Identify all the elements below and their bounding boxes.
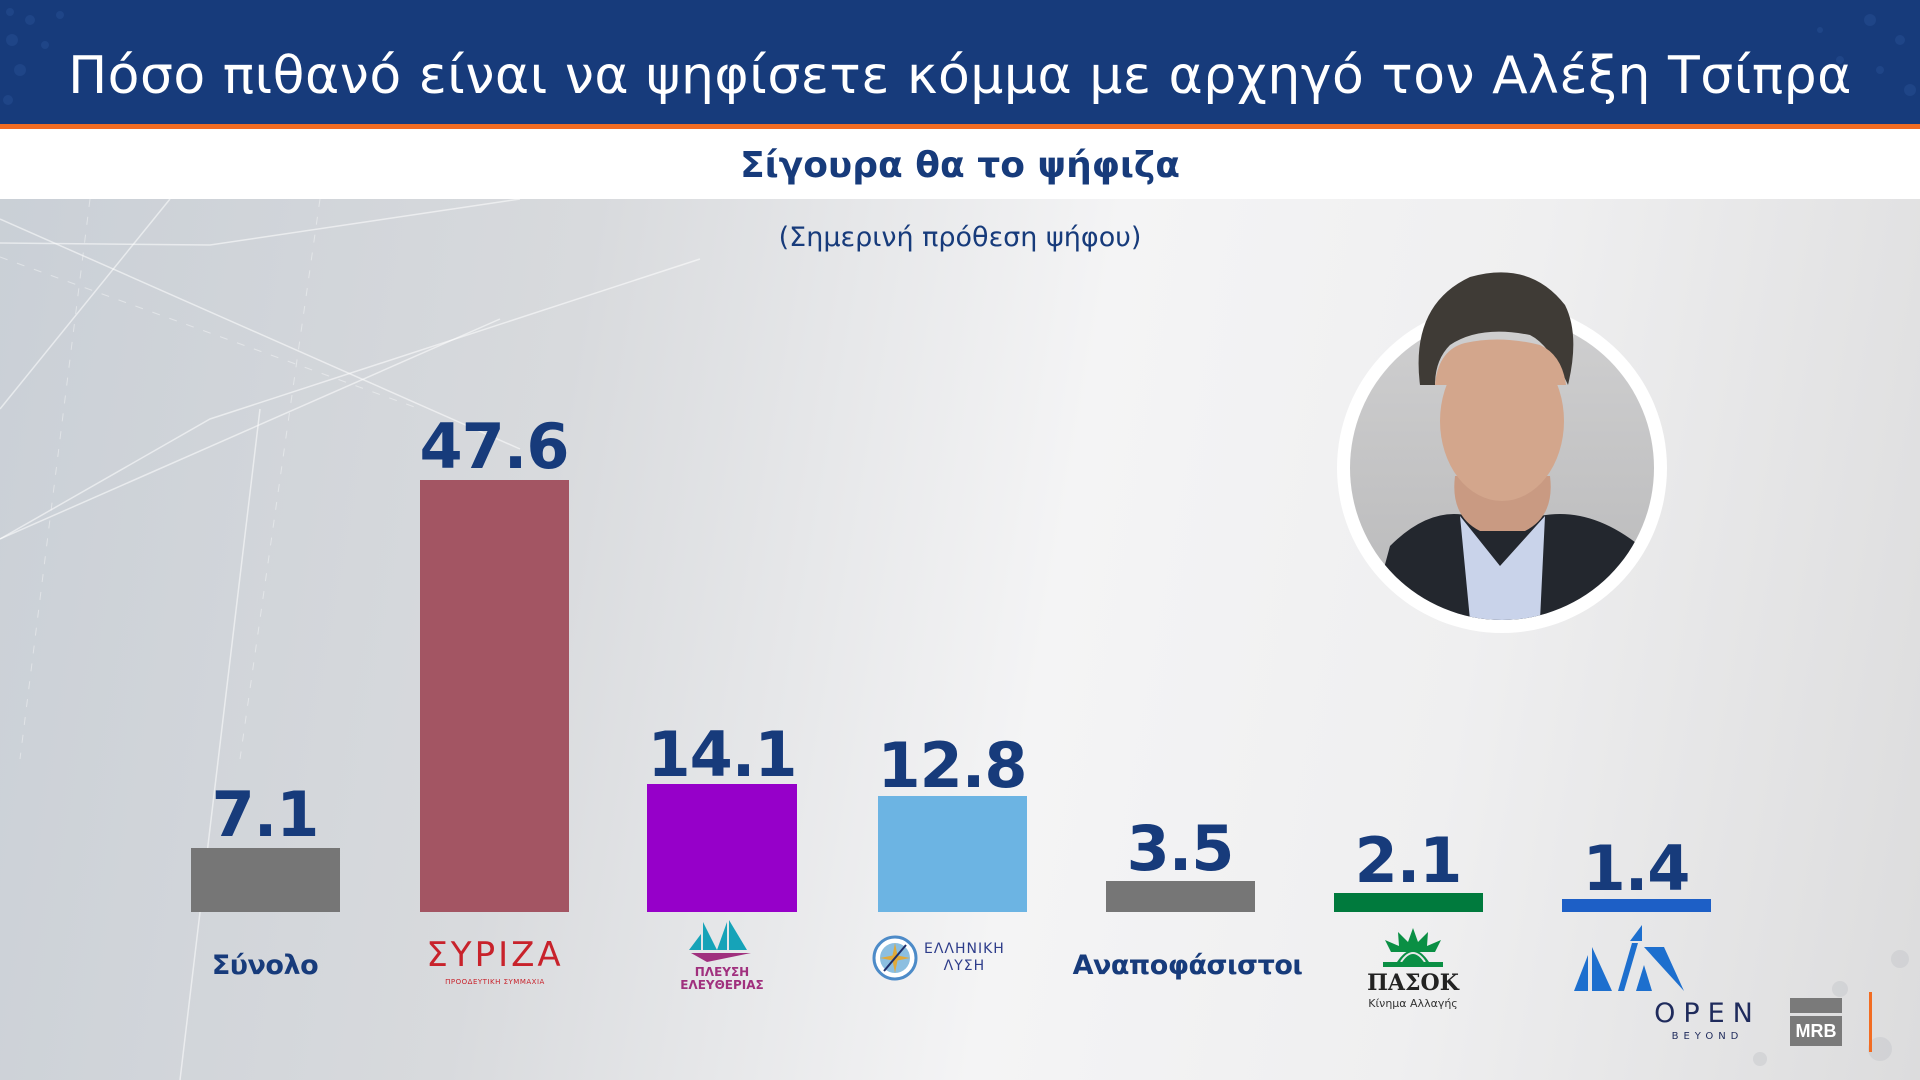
label-undecided: Αναποφάσιστοι <box>1072 950 1303 981</box>
title-banner: Πόσο πιθανό είναι να ψηφίσετε κόμμα με α… <box>0 0 1920 124</box>
mrb-top-block <box>1790 998 1842 1013</box>
bar-elliniki-lysi <box>878 796 1027 912</box>
logo-nd <box>1570 925 1690 995</box>
logo-elliniki-lysi: ΕΛΛΗΝΙΚΗ ΛΥΣΗ <box>872 935 1022 981</box>
pasok-tagline: Κίνημα Αλλαγής <box>1368 997 1458 1010</box>
syriza-tagline: ΠΡΟΟΔΕΥΤΙΚΗ ΣΥΜΜΑΧΙΑ <box>445 978 545 986</box>
mrb-wordmark: MRB <box>1790 1016 1842 1046</box>
value-pasok: 2.1 <box>1354 824 1463 897</box>
accent-rule <box>0 124 1920 129</box>
nd-logo-icon <box>1574 925 1684 991</box>
value-syriza: 47.6 <box>419 410 570 483</box>
accent-divider <box>1869 992 1872 1052</box>
elliniki-lysi-line1: ΕΛΛΗΝΙΚΗ <box>924 941 1005 958</box>
compass-icon <box>872 935 918 981</box>
bar-undecided <box>1106 881 1255 912</box>
logo-pasok: ΠΑΣΟΚ Κίνημα Αλλαγής <box>1338 928 1488 1010</box>
logo-plefsi: ΠΛΕΥΣΗ ΕΛΕΥΘΕΡΙΑΣ <box>672 920 772 992</box>
value-undecided: 3.5 <box>1126 812 1235 885</box>
bar-nd <box>1562 899 1711 912</box>
elliniki-lysi-line2: ΛΥΣΗ <box>943 958 986 974</box>
open-wordmark: OPEN <box>1654 998 1761 1029</box>
chart-title: Πόσο πιθανό είναι να ψηφίσετε κόμμα με α… <box>68 46 1852 106</box>
portrait-hair <box>1418 272 1574 385</box>
syriza-wordmark: ΣΥΡΙΖΑ <box>426 935 564 975</box>
plefsi-line1: ΠΛΕΥΣΗ <box>694 965 750 979</box>
pasok-sun-icon <box>1377 928 1451 967</box>
mrb-logo: MRB <box>1790 998 1842 1046</box>
bar-plefsi <box>647 784 797 912</box>
chart-subtitle: Σίγουρα θα το ψήφιζα <box>740 145 1180 186</box>
value-elliniki-lysi: 12.8 <box>877 729 1028 802</box>
dot-pattern <box>3 8 64 105</box>
value-nd: 1.4 <box>1582 832 1691 905</box>
plefsi-line2: ΕΛΕΥΘΕΡΙΑΣ <box>680 978 764 993</box>
logo-syriza: ΣΥΡΙΖΑ ΠΡΟΟΔΕΥΤΙΚΗ ΣΥΜΜΑΧΙΑ <box>420 938 570 986</box>
value-total: 7.1 <box>211 778 320 851</box>
open-tagline: BEYOND <box>1671 1031 1744 1042</box>
bar-syriza <box>420 480 569 912</box>
ship-sails-icon <box>689 920 751 962</box>
chart-note: (Σημερινή πρόθεση ψήφου) <box>778 222 1142 253</box>
bar-pasok <box>1334 893 1483 912</box>
subtitle-band: Σίγουρα θα το ψήφιζα <box>0 129 1920 199</box>
label-total: Σύνολο <box>211 950 319 981</box>
dot-pattern <box>1817 14 1916 96</box>
pasok-wordmark: ΠΑΣΟΚ <box>1367 970 1459 996</box>
bar-total <box>191 848 340 912</box>
open-beyond-logo: OPEN BEYOND <box>1650 1000 1765 1042</box>
value-plefsi: 14.1 <box>647 718 798 791</box>
